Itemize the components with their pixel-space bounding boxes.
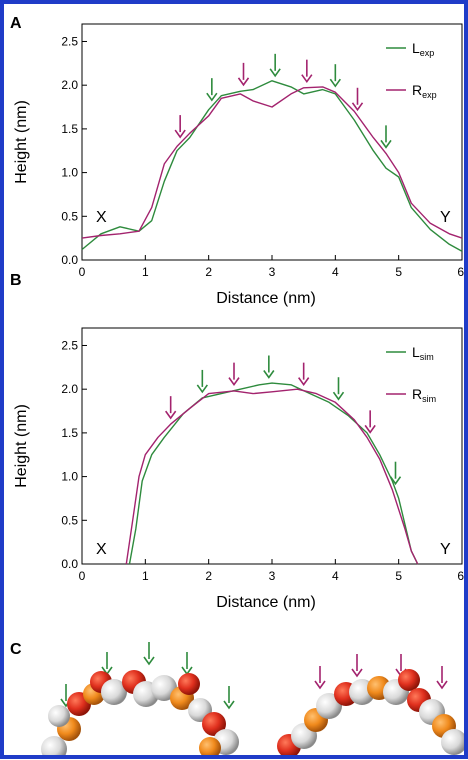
x-tick-label: 0 (79, 569, 86, 583)
arrow-purple (351, 102, 364, 112)
arrow-purple (228, 377, 240, 387)
y-tick-label: 0.0 (61, 253, 78, 267)
y-label-b: Height (nm) (13, 404, 30, 488)
arrow-purple (174, 129, 186, 139)
panel-a: A 0.0 0.5 1.0 1.5 2.0 2.5 0 1 2 3 4 5 6 X Y Lexp Re… (10, 15, 464, 307)
x-axis-a: 0 1 2 3 4 5 6 (79, 255, 464, 279)
arrow-purple-c (436, 680, 448, 690)
x-tick-label: 6 (457, 265, 464, 279)
arrow-purple (298, 377, 310, 387)
series-lines-b (125, 382, 419, 565)
annotation-y-b: Y (440, 541, 451, 558)
x-tick-label: 6 (457, 569, 464, 583)
atom (202, 712, 226, 736)
y-tick-label: 1.0 (61, 166, 78, 180)
arrows-b (165, 355, 402, 486)
y-tick-label: 2.0 (61, 382, 78, 396)
series-lines-a (81, 80, 463, 252)
x-tick-label: 4 (332, 265, 339, 279)
panel-label-b: B (10, 272, 22, 289)
legend-label-r-a: Rexp (412, 82, 437, 100)
atom (441, 729, 467, 755)
y-axis-a: 0.0 0.5 1.0 1.5 2.0 2.5 (61, 34, 87, 267)
y-tick-label: 2.5 (61, 34, 78, 48)
arrow-purple-c (314, 680, 326, 690)
y-tick-label: 1.5 (61, 122, 78, 136)
figure-canvas: A 0.0 0.5 1.0 1.5 2.0 2.5 0 1 2 3 4 5 6 X Y Lexp Re… (10, 15, 467, 760)
series-line-rsim (125, 388, 419, 565)
arrow-green (332, 391, 345, 401)
y-tick-label: 0.0 (61, 557, 78, 571)
annotation-x-b: X (96, 541, 107, 558)
y-tick-label: 1.5 (61, 426, 78, 440)
molecule-right (277, 669, 467, 758)
arrow-green (206, 92, 218, 102)
atom (48, 705, 70, 727)
y-tick-label: 0.5 (61, 513, 78, 527)
atom (178, 673, 200, 695)
legend-label-l-b: Lsim (412, 344, 434, 362)
plot-frame-a (81, 23, 463, 261)
x-tick-label: 3 (269, 569, 276, 583)
arrow-purple (237, 77, 250, 87)
arrow-green (269, 68, 281, 78)
atom (151, 675, 177, 701)
series-line-lexp (81, 80, 463, 252)
x-tick-label: 4 (332, 569, 339, 583)
atom (101, 679, 127, 705)
molecule-left (41, 670, 239, 760)
x-tick-label: 1 (142, 265, 149, 279)
annotation-x-a: X (96, 209, 107, 226)
annotation-y-a: Y (440, 209, 451, 226)
y-axis-b: 0.0 0.5 1.0 1.5 2.0 2.5 (61, 338, 87, 571)
arrow-green (380, 139, 392, 149)
legend-a: Lexp Rexp (386, 40, 437, 100)
arrow-purple-c (351, 668, 363, 678)
legend-label-l-a: Lexp (412, 40, 434, 58)
arrow-green (329, 78, 341, 88)
arrow-purple (364, 424, 376, 434)
panel-c: C (10, 641, 467, 760)
y-label-a: Height (nm) (13, 100, 30, 184)
series-line-rexp (81, 86, 463, 239)
legend-label-r-b: Rsim (412, 386, 436, 404)
x-tick-label: 1 (142, 569, 149, 583)
y-tick-label: 2.0 (61, 78, 78, 92)
panel-b: B 0.0 0.5 1.0 1.5 2.0 2.5 0 1 2 3 4 5 6 X Y Lsim Rs… (10, 272, 464, 611)
y-tick-label: 1.0 (61, 470, 78, 484)
series-line-lsim (128, 382, 419, 565)
arrow-green (196, 384, 208, 394)
x-label-b: Distance (nm) (216, 594, 316, 611)
arrow-purple (301, 74, 313, 84)
x-tick-label: 2 (205, 569, 212, 583)
y-tick-label: 2.5 (61, 338, 78, 352)
x-tick-label: 3 (269, 265, 276, 279)
x-tick-label: 5 (395, 265, 402, 279)
arrow-green (263, 370, 275, 379)
legend-b: Lsim Rsim (386, 344, 436, 404)
panel-label-a: A (10, 15, 22, 32)
atom (41, 736, 67, 760)
arrow-green (389, 476, 402, 486)
arrow-green-c (143, 656, 155, 666)
atom (199, 737, 221, 759)
arrow-green-c (223, 700, 235, 710)
y-tick-label: 0.5 (61, 209, 78, 223)
arrows-a (174, 53, 392, 149)
x-label-a: Distance (nm) (216, 290, 316, 307)
x-tick-label: 5 (395, 569, 402, 583)
atom (398, 669, 420, 691)
x-axis-b: 0 1 2 3 4 5 6 (79, 559, 464, 583)
x-tick-label: 2 (205, 265, 212, 279)
arrow-purple (165, 410, 177, 420)
x-tick-label: 0 (79, 265, 86, 279)
panel-label-c: C (10, 641, 22, 658)
